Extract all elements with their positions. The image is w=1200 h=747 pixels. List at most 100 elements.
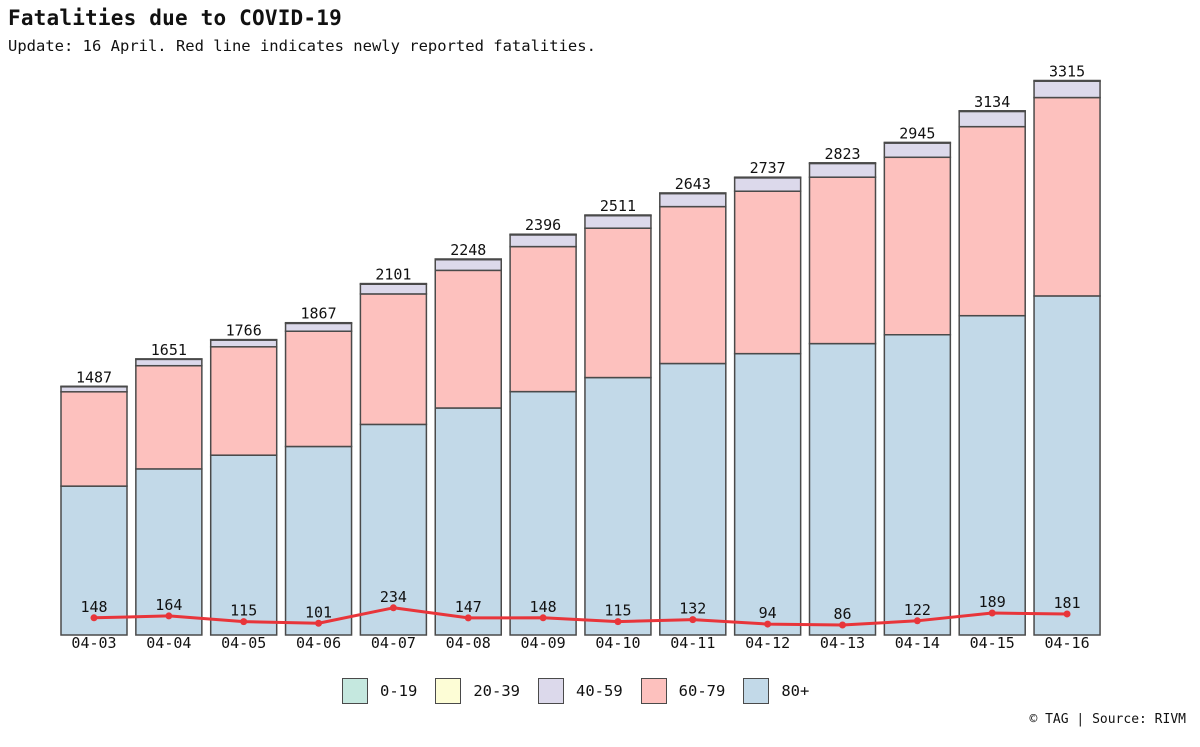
new-fatalities-point <box>389 604 397 612</box>
bar-total-label: 1651 <box>151 341 187 359</box>
bar-segment-40-59-04-13 <box>808 162 877 178</box>
new-fatalities-label: 122 <box>904 601 931 619</box>
new-fatalities-point <box>839 621 846 629</box>
new-fatalities-point <box>988 609 996 617</box>
bar-total-label: 3315 <box>1049 63 1085 81</box>
bar-total-label: 1766 <box>226 322 262 340</box>
new-fatalities-point <box>464 614 472 622</box>
new-fatalities-label: 234 <box>380 588 407 606</box>
x-tick-label: 04-12 <box>745 634 790 652</box>
x-tick-label: 04-06 <box>296 634 341 652</box>
bar-segment-20-39-04-13 <box>808 162 877 165</box>
bar-segment-20-39-04-14 <box>883 141 952 144</box>
new-fatalities-point <box>165 612 173 620</box>
bar-segment-60-79-04-11 <box>659 205 727 365</box>
bar-segment-60-79-04-15 <box>958 125 1026 317</box>
bar-segment-20-39-04-16 <box>1033 79 1101 82</box>
bar-segment-80plus-04-11 <box>659 362 727 636</box>
new-fatalities-label: 115 <box>230 602 257 620</box>
bar-segment-20-39-04-09 <box>509 233 577 236</box>
bar-segment-20-39-04-15 <box>958 110 1026 113</box>
bar-segment-40-59-04-04 <box>135 358 203 367</box>
legend-swatch <box>538 678 564 704</box>
bar-segment-20-39-04-12 <box>733 176 802 179</box>
bar-segment-20-39-04-08 <box>434 258 502 261</box>
bar-segment-20-39-04-10 <box>584 214 652 217</box>
legend-item-40-59: 40-59 <box>538 678 623 704</box>
bar-segment-20-39-04-06 <box>284 321 353 325</box>
new-fatalities-label: 115 <box>604 602 631 620</box>
bar-segment-40-59-04-09 <box>509 234 577 248</box>
new-fatalities-point <box>764 620 772 628</box>
bar-segment-60-79-04-04 <box>135 364 203 470</box>
bar-segment-40-59-04-11 <box>659 192 727 208</box>
legend-swatch <box>743 678 770 704</box>
legend-label: 80+ <box>781 682 810 700</box>
x-tick-label: 04-13 <box>820 634 865 652</box>
bar-segment-20-39-04-07 <box>359 282 428 285</box>
bar-segment-80plus-04-16 <box>1033 295 1101 636</box>
x-tick-label: 04-10 <box>595 634 640 652</box>
bar-total-label: 2945 <box>899 124 935 142</box>
chart-subtitle: Update: 16 April. Red line indicates new… <box>8 37 596 55</box>
bar-segment-60-79-04-14 <box>883 156 952 336</box>
legend-label: 0-19 <box>380 682 418 700</box>
legend-swatch <box>435 678 462 704</box>
bar-segment-60-79-04-10 <box>584 227 652 379</box>
legend-label: 20-39 <box>473 682 520 700</box>
bar-segment-80plus-04-04 <box>135 468 203 636</box>
source-credit: © TAG | Source: RIVM <box>1029 712 1186 727</box>
new-fatalities-label: 147 <box>455 598 482 616</box>
new-fatalities-point <box>315 619 323 627</box>
bar-segment-40-59-04-15 <box>958 110 1026 128</box>
new-fatalities-label: 148 <box>80 598 107 616</box>
bar-segment-40-59-04-14 <box>883 142 952 159</box>
x-tick-label: 04-11 <box>670 634 715 652</box>
bar-total-label: 2737 <box>750 159 786 177</box>
bar-segment-40-59-04-06 <box>284 322 353 332</box>
bar-segment-80plus-04-09 <box>509 390 577 636</box>
bar-segment-40-59-04-07 <box>359 283 428 295</box>
bar-segment-80plus-04-06 <box>284 445 353 636</box>
chart-title: Fatalities due to COVID-19 <box>8 6 342 30</box>
legend-swatch <box>342 678 368 704</box>
bar-segment-80plus-04-13 <box>808 342 877 636</box>
bar-segment-20-39-04-04 <box>135 358 203 361</box>
bar-segment-80plus-04-03 <box>60 485 128 636</box>
x-tick-label: 04-04 <box>146 634 191 652</box>
bar-segment-80plus-04-12 <box>733 352 802 636</box>
legend-label: 60-79 <box>678 682 726 700</box>
bar-segment-80plus-04-07 <box>359 423 428 636</box>
legend-item-20-39: 20-39 <box>435 678 520 704</box>
new-fatalities-point <box>240 618 248 626</box>
bar-segment-60-79-04-12 <box>733 190 802 355</box>
x-tick-label: 04-16 <box>1044 634 1089 652</box>
x-tick-label: 04-03 <box>71 634 116 652</box>
bar-segment-80plus-04-05 <box>209 454 278 636</box>
bar-total-label: 3134 <box>974 93 1010 111</box>
new-fatalities-label: 189 <box>979 593 1006 611</box>
bar-segment-60-79-04-07 <box>359 293 428 426</box>
new-fatalities-label: 164 <box>155 596 182 614</box>
bar-segment-60-79-04-06 <box>284 330 353 448</box>
legend-item-60-79: 60-79 <box>640 678 726 704</box>
bar-segment-20-39-04-11 <box>659 192 727 195</box>
x-tick-label: 04-07 <box>371 634 416 652</box>
new-fatalities-point <box>1063 610 1071 618</box>
legend-label: 40-59 <box>576 682 623 700</box>
bar-segment-60-79-04-03 <box>60 391 128 487</box>
bar-segment-40-59-04-03 <box>60 386 128 393</box>
bar-total-label: 1867 <box>300 305 336 323</box>
legend-swatch <box>640 678 667 704</box>
bar-segment-40-59-04-08 <box>434 258 502 272</box>
bar-segment-80plus-04-14 <box>883 334 952 636</box>
new-fatalities-point <box>614 618 622 626</box>
bar-segment-60-79-04-05 <box>209 346 278 456</box>
new-fatalities-label: 94 <box>759 604 777 622</box>
x-tick-label: 04-05 <box>221 634 266 652</box>
bar-total-label: 2823 <box>824 145 860 163</box>
bar-total-label: 1487 <box>76 368 112 386</box>
x-tick-label: 04-15 <box>970 634 1015 652</box>
x-tick-label: 04-14 <box>895 634 940 652</box>
bar-segment-60-79-04-09 <box>509 245 577 393</box>
